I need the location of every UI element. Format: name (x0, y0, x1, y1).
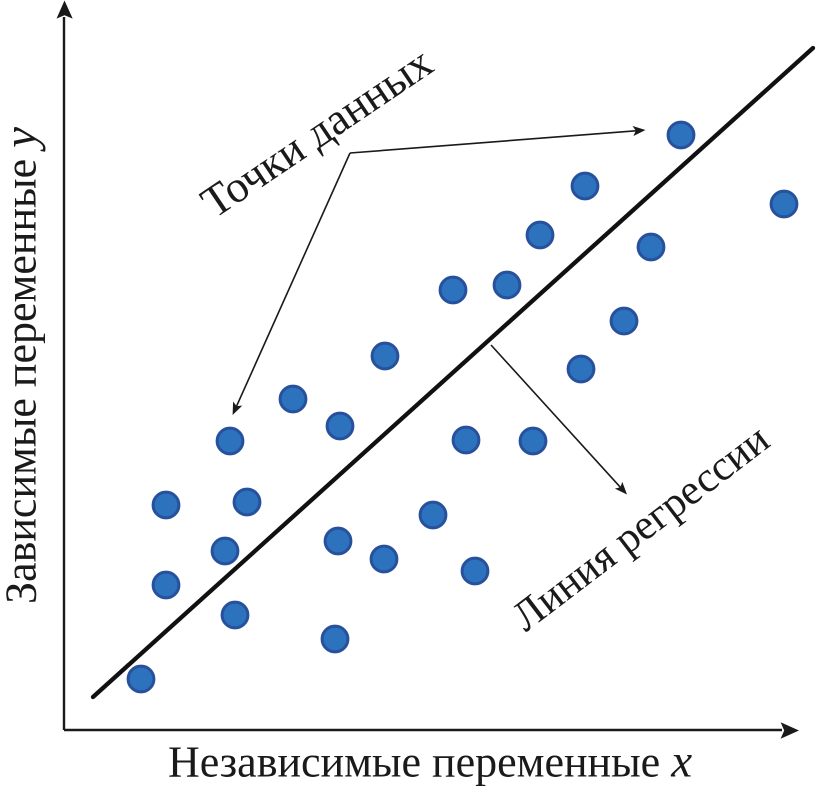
svg-text:Зависимые переменные y: Зависимые переменные y (0, 127, 47, 604)
svg-text:Независимые переменные x: Независимые переменные x (168, 736, 692, 788)
